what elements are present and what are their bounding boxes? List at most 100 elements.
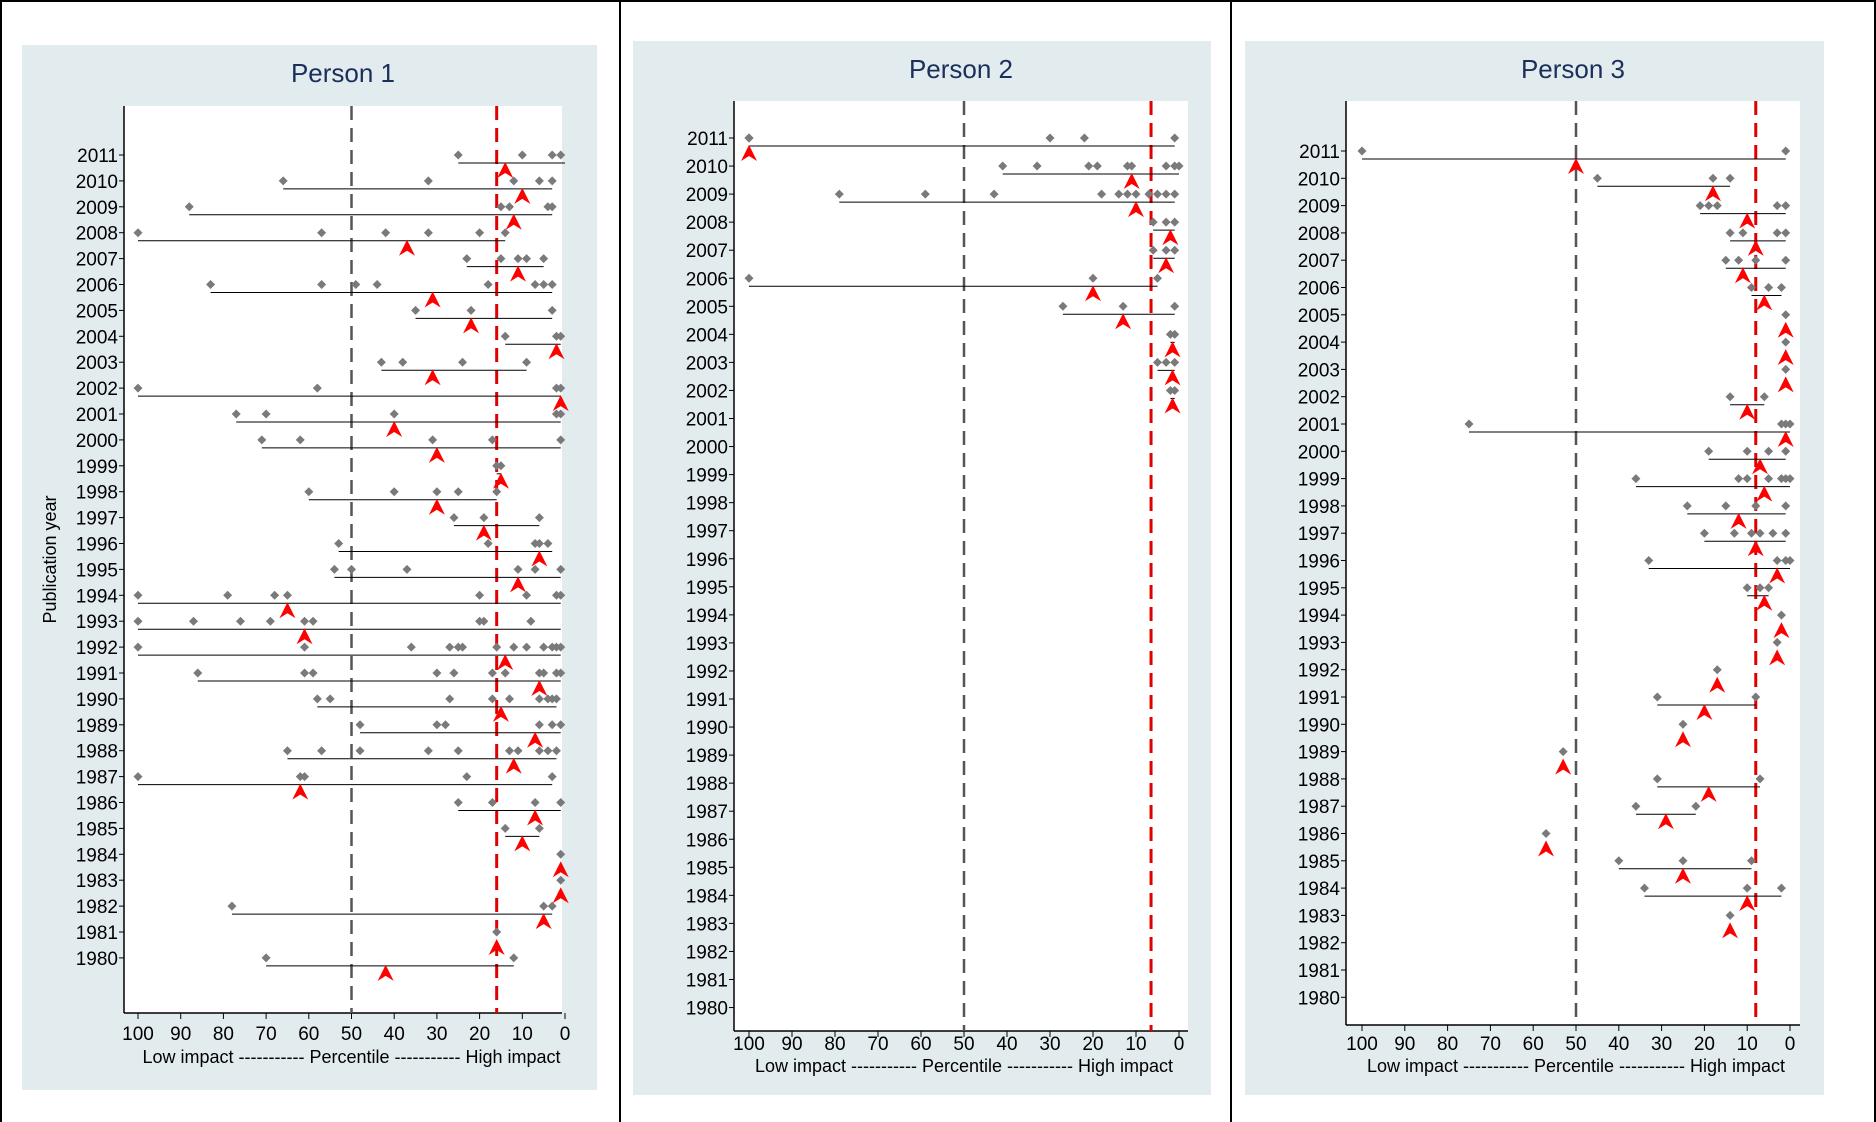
y-tick-label-1992: 1992 <box>1298 661 1340 682</box>
y-tick-label-2001: 2001 <box>686 410 728 431</box>
point-1991-0 <box>193 668 203 678</box>
x-tick-label-10: 10 <box>512 1024 533 1045</box>
y-tick-label-1982: 1982 <box>1298 934 1340 955</box>
marker-2002 <box>1164 397 1181 414</box>
y-tick-label-1992: 1992 <box>76 638 118 659</box>
point-2011-4 <box>1079 133 1089 143</box>
marker-1982 <box>535 913 552 930</box>
marker-1998 <box>1730 512 1747 529</box>
divider-1 <box>619 0 621 1122</box>
point-2009-3 <box>1772 201 1782 211</box>
point-2007-3 <box>522 254 532 264</box>
plot-area <box>1346 101 1800 1025</box>
marker-1995 <box>510 576 527 593</box>
x-tick-label-60: 60 <box>910 1034 931 1055</box>
point-2009-4 <box>1114 189 1124 199</box>
point-1997-5 <box>1781 528 1791 538</box>
point-2010-5 <box>1127 161 1137 171</box>
point-2008-2 <box>1170 217 1180 227</box>
marker-1986 <box>527 809 544 826</box>
point-2007-2 <box>1751 255 1761 265</box>
point-1992-9 <box>539 642 549 652</box>
point-2003-0 <box>1153 357 1162 367</box>
point-1990-3 <box>487 694 497 704</box>
point-2011-0 <box>453 150 463 160</box>
point-2006-1 <box>317 280 327 289</box>
point-2009-6 <box>1131 189 1141 199</box>
point-1990-0 <box>1678 719 1688 729</box>
point-1987-4 <box>547 772 557 782</box>
y-tick-label-2005: 2005 <box>686 297 728 318</box>
point-2006-1 <box>1764 283 1774 292</box>
point-2002-1 <box>312 383 322 393</box>
point-2007-2 <box>1170 245 1180 255</box>
marker-2005 <box>463 317 480 334</box>
point-2009-7 <box>1144 189 1154 199</box>
point-1996-3 <box>1785 556 1795 565</box>
point-1989-4 <box>547 720 557 730</box>
point-1994-0 <box>1776 610 1786 620</box>
point-1997-1 <box>1729 528 1739 538</box>
marker-1996 <box>531 550 548 567</box>
point-2004-1 <box>1170 329 1180 339</box>
point-1985-0 <box>1614 856 1624 866</box>
marker-1993 <box>1769 649 1786 666</box>
point-1996-3 <box>534 539 544 548</box>
point-1984-1 <box>1742 883 1752 893</box>
y-tick-label-2008: 2008 <box>686 213 728 234</box>
marker-1996 <box>1769 567 1786 584</box>
point-2007-1 <box>496 254 506 264</box>
point-2006-4 <box>483 280 493 289</box>
point-2000-1 <box>295 435 305 445</box>
point-1988-7 <box>534 746 544 756</box>
point-2006-7 <box>547 280 557 289</box>
y-tick-label-2000: 2000 <box>686 438 728 459</box>
x-tick-label-80: 80 <box>824 1034 845 1055</box>
point-2010-2 <box>1084 161 1094 171</box>
x-tick-label-0: 0 <box>1785 1034 1796 1055</box>
y-tick-label-1991: 1991 <box>76 664 118 685</box>
marker-2004 <box>1164 341 1181 358</box>
point-2007-0 <box>462 254 472 264</box>
y-tick-label-1993: 1993 <box>686 634 728 655</box>
point-1988-1 <box>317 746 327 756</box>
marker-2010 <box>1704 185 1721 202</box>
point-1984-2 <box>1776 883 1786 893</box>
point-1985-0 <box>500 823 510 833</box>
y-tick-label-2011: 2011 <box>77 146 118 167</box>
marker-2008 <box>1162 229 1179 246</box>
x-tick-label-30: 30 <box>1039 1034 1060 1055</box>
point-1990-4 <box>504 694 514 704</box>
point-1998-0 <box>1682 501 1692 511</box>
point-1991-8 <box>539 668 549 678</box>
point-1988-4 <box>453 746 463 756</box>
point-1985-2 <box>1746 856 1756 866</box>
marker-2006 <box>1756 294 1773 311</box>
y-tick-label-1986: 1986 <box>686 830 728 851</box>
point-2011-5 <box>1170 133 1180 143</box>
point-1990-8 <box>551 694 561 704</box>
point-1998-0 <box>304 487 314 497</box>
marker-2004 <box>548 343 565 360</box>
point-2006-0 <box>1746 283 1756 292</box>
marker-2003 <box>1777 376 1794 393</box>
point-1982-0 <box>227 901 237 911</box>
y-tick-label-2003: 2003 <box>686 353 728 374</box>
point-1982-1 <box>539 901 549 911</box>
point-1998-2 <box>1751 501 1761 511</box>
y-tick-label-1989: 1989 <box>1298 743 1340 764</box>
x-tick-label-20: 20 <box>1082 1034 1103 1055</box>
point-1991-4 <box>449 668 459 678</box>
marker-1989 <box>1555 758 1572 775</box>
point-2003-2 <box>458 357 468 367</box>
marker-1980 <box>377 964 394 981</box>
x-axis-label: Low impact ----------- Percentile ------… <box>755 1056 1173 1076</box>
point-2008-1 <box>1161 217 1171 227</box>
marker-2003 <box>424 369 441 386</box>
point-2008-0 <box>133 228 143 238</box>
marker-1992 <box>1709 676 1726 693</box>
y-tick-label-1980: 1980 <box>1298 988 1340 1009</box>
point-1989-0 <box>355 720 365 730</box>
x-tick-label-20: 20 <box>469 1024 490 1045</box>
point-1997-2 <box>1746 528 1756 538</box>
